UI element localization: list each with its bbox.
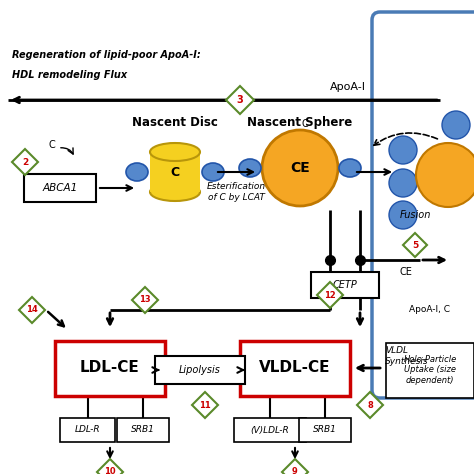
Polygon shape bbox=[282, 459, 308, 474]
Circle shape bbox=[389, 169, 417, 197]
Text: 5: 5 bbox=[412, 240, 418, 249]
Text: ApoA-I: ApoA-I bbox=[330, 82, 366, 92]
Polygon shape bbox=[403, 233, 427, 257]
Text: 11: 11 bbox=[199, 401, 211, 410]
Ellipse shape bbox=[150, 143, 200, 161]
Ellipse shape bbox=[239, 159, 261, 177]
Polygon shape bbox=[226, 86, 254, 114]
Bar bbox=[150, 152, 200, 192]
FancyBboxPatch shape bbox=[372, 12, 474, 398]
Text: HDL remodeling Flux: HDL remodeling Flux bbox=[12, 70, 127, 80]
Ellipse shape bbox=[126, 163, 148, 181]
Polygon shape bbox=[19, 297, 45, 323]
Ellipse shape bbox=[202, 163, 224, 181]
Circle shape bbox=[389, 201, 417, 229]
Text: VLDL-CE: VLDL-CE bbox=[259, 361, 331, 375]
FancyBboxPatch shape bbox=[55, 340, 165, 395]
Text: 14: 14 bbox=[26, 306, 38, 315]
FancyBboxPatch shape bbox=[234, 418, 306, 442]
Text: Esterification
of C by LCAT: Esterification of C by LCAT bbox=[207, 182, 265, 202]
Text: Nascent Disc: Nascent Disc bbox=[132, 116, 218, 128]
Circle shape bbox=[262, 130, 338, 206]
Text: Nascent Sphere: Nascent Sphere bbox=[247, 116, 353, 128]
Text: Lipolysis: Lipolysis bbox=[179, 365, 221, 375]
Text: 12: 12 bbox=[324, 291, 336, 300]
Polygon shape bbox=[317, 282, 343, 308]
Text: 8: 8 bbox=[367, 401, 373, 410]
Text: C: C bbox=[301, 119, 309, 129]
Polygon shape bbox=[192, 392, 218, 418]
FancyBboxPatch shape bbox=[299, 418, 351, 442]
Text: VLDL
Synthesis: VLDL Synthesis bbox=[385, 346, 428, 366]
Text: C: C bbox=[49, 140, 55, 150]
Text: CE: CE bbox=[290, 161, 310, 175]
FancyBboxPatch shape bbox=[311, 272, 379, 298]
Ellipse shape bbox=[150, 183, 200, 201]
Text: CETP: CETP bbox=[333, 280, 357, 290]
Circle shape bbox=[442, 111, 470, 139]
Circle shape bbox=[416, 143, 474, 207]
Text: C: C bbox=[171, 165, 180, 179]
FancyBboxPatch shape bbox=[386, 343, 474, 398]
FancyBboxPatch shape bbox=[24, 174, 96, 202]
Ellipse shape bbox=[339, 159, 361, 177]
Text: LDL-CE: LDL-CE bbox=[80, 361, 140, 375]
Text: 9: 9 bbox=[292, 467, 298, 474]
Text: (V)LDL-R: (V)LDL-R bbox=[251, 426, 289, 435]
Text: Regeneration of lipid-poor ApoA-I:: Regeneration of lipid-poor ApoA-I: bbox=[12, 50, 201, 60]
FancyBboxPatch shape bbox=[61, 418, 116, 442]
Polygon shape bbox=[12, 149, 38, 175]
Text: Holo-Particle
Uptake (size
dependent): Holo-Particle Uptake (size dependent) bbox=[403, 355, 456, 385]
Polygon shape bbox=[132, 287, 158, 313]
Text: 2: 2 bbox=[22, 157, 28, 166]
Text: ABCA1: ABCA1 bbox=[42, 183, 78, 193]
FancyBboxPatch shape bbox=[155, 356, 245, 384]
Text: ApoA-I, C: ApoA-I, C bbox=[410, 306, 450, 315]
Text: CE: CE bbox=[400, 267, 413, 277]
Text: 3: 3 bbox=[237, 95, 243, 105]
Text: SRB1: SRB1 bbox=[131, 426, 155, 435]
Polygon shape bbox=[357, 392, 383, 418]
Text: LDL-R: LDL-R bbox=[75, 426, 101, 435]
Text: Fusion: Fusion bbox=[399, 210, 431, 220]
FancyBboxPatch shape bbox=[240, 340, 350, 395]
FancyBboxPatch shape bbox=[117, 418, 169, 442]
Text: 13: 13 bbox=[139, 295, 151, 304]
Text: 10: 10 bbox=[104, 467, 116, 474]
Polygon shape bbox=[97, 459, 123, 474]
Text: SRB1: SRB1 bbox=[313, 426, 337, 435]
Circle shape bbox=[389, 136, 417, 164]
